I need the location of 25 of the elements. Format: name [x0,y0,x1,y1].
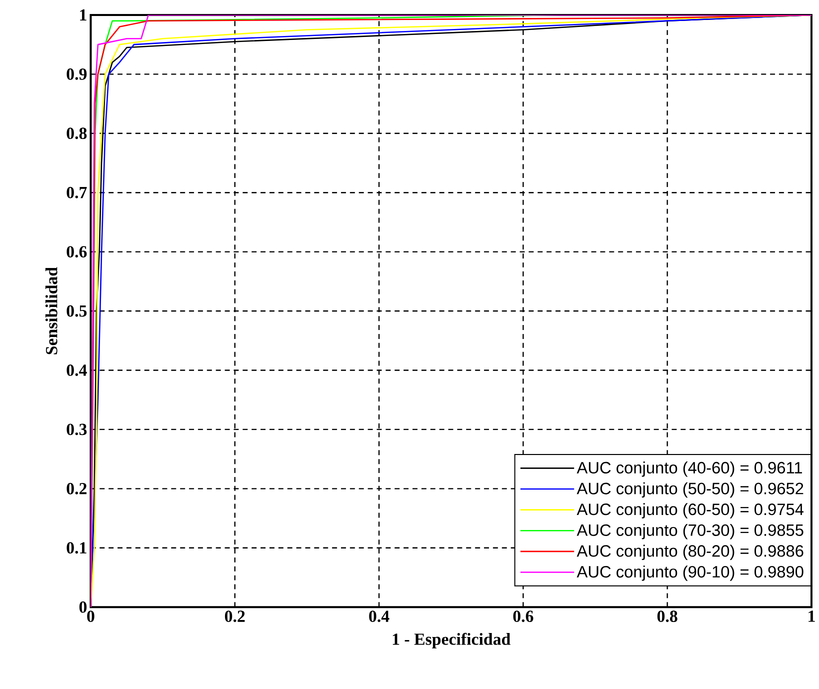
y-tick-label: 1 [80,9,86,21]
y-tick-label: 0 [79,601,87,613]
legend-label: AUC conjunto (80-20) = 0.9886 [576,544,804,560]
y-tick-label: 0.5 [66,305,87,317]
y-tick-label: 0.2 [66,483,86,494]
x-tick-label: 0 [87,610,94,622]
legend-label: AUC conjunto (60-50) = 0.9754 [576,503,804,518]
legend-label: AUC conjunto (90-10) = 0.9890 [576,566,804,581]
legend-label: AUC conjunto (40-60) = 0.9611 [576,462,802,477]
x-tick-label: 0.8 [657,610,678,622]
y-tick-label: 0.3 [66,424,87,436]
y-tick-label: 0.7 [66,186,87,198]
y-tick-label: 0.1 [66,542,86,554]
x-tick-label: 0.2 [224,610,245,622]
y-tick-label: 0.9 [66,68,87,80]
x-tick-label: 1 [808,610,815,622]
x-tick-label: 0.6 [513,610,534,622]
legend-label: AUC conjunto (50-50) = 0.9652 [576,482,804,498]
legend-label: AUC conjunto (70-30) = 0.9855 [576,524,804,540]
y-axis-title: Sensibilidad [45,267,58,354]
x-axis-title: 1 - Especificidad [392,632,510,648]
x-tick-label: 0.4 [369,610,390,622]
y-tick-label: 0.8 [66,128,87,140]
y-tick-label: 0.6 [66,246,87,258]
y-tick-label: 0.4 [66,364,87,376]
